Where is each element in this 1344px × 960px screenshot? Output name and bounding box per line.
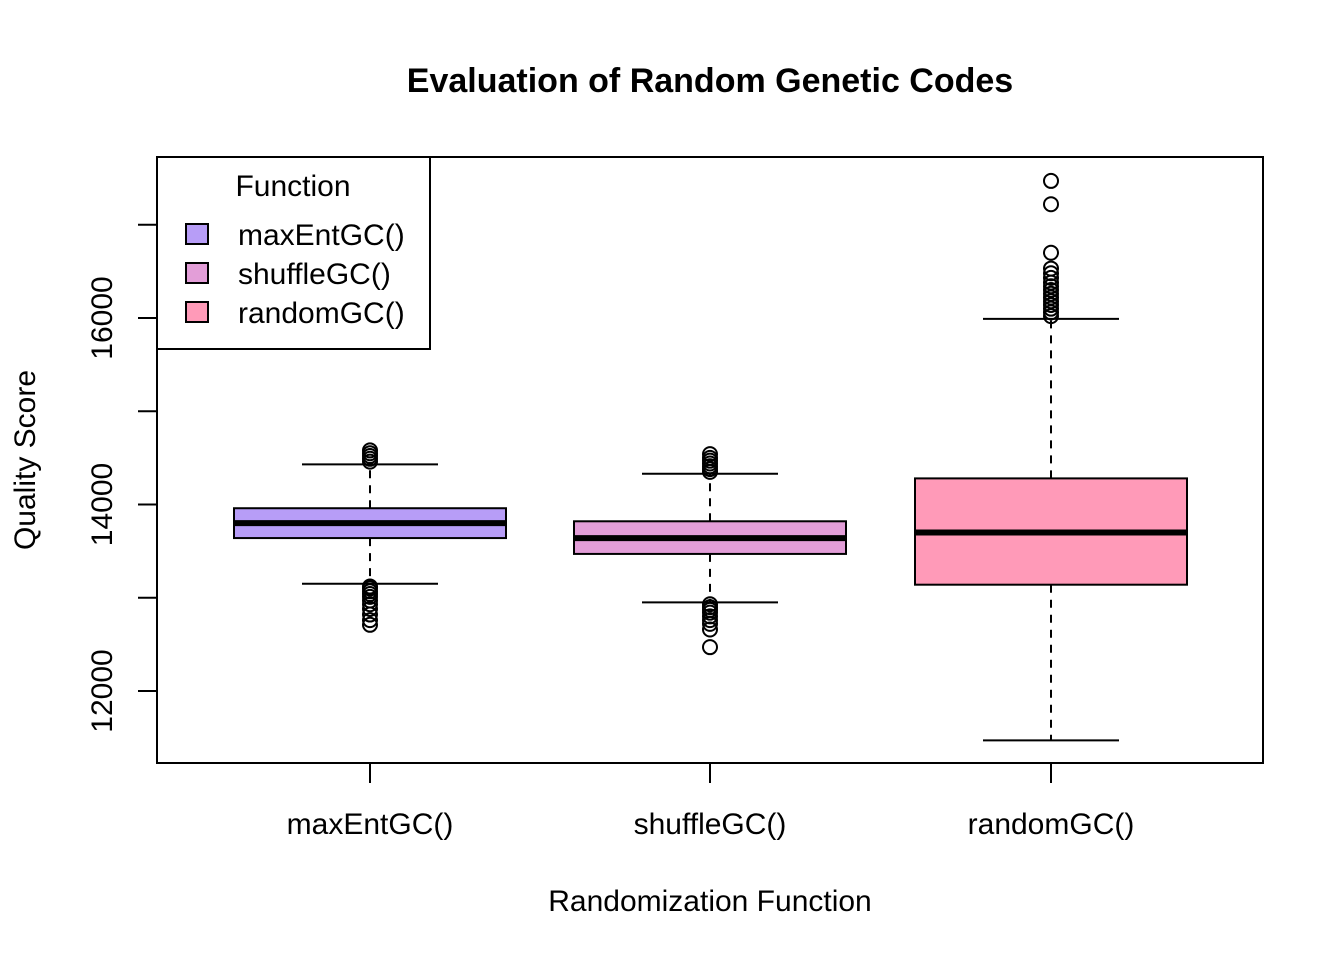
- outlier-point: [702, 446, 718, 463]
- outlier-point: [1043, 260, 1059, 277]
- outlier-point: [702, 596, 718, 613]
- legend-swatch: [185, 301, 209, 323]
- y-axis: 12000 14000 16000: [86, 223, 158, 733]
- box-series: [233, 172, 1188, 742]
- outlier-point: [1043, 265, 1059, 282]
- legend-swatch: [185, 223, 209, 245]
- legend-label: maxEntGC(): [238, 219, 405, 252]
- x-axis: maxEntGC() shuffleGC() randomGC(): [287, 762, 1135, 841]
- outlier-point: [1043, 269, 1059, 286]
- outlier-point: [702, 639, 718, 656]
- x-tick-label: maxEntGC(): [287, 808, 454, 841]
- chart-title: Evaluation of Random Genetic Codes: [407, 62, 1013, 100]
- x-tick-label: randomGC(): [968, 808, 1135, 841]
- box-group: [573, 446, 847, 656]
- y-tick-label: 14000: [86, 463, 119, 546]
- legend: Function maxEntGC() shuffleGC() randomGC(): [156, 156, 431, 350]
- y-axis-label: Quality Score: [9, 370, 42, 550]
- legend-title: Function: [235, 170, 350, 203]
- box-group: [233, 442, 507, 633]
- legend-label: shuffleGC(): [238, 258, 391, 291]
- outlier-point: [362, 442, 378, 459]
- legend-label: randomGC(): [238, 297, 405, 330]
- outlier-point: [362, 578, 378, 595]
- box-group: [914, 172, 1188, 742]
- outlier-point: [362, 612, 378, 629]
- legend-entries: maxEntGC() shuffleGC() randomGC(): [185, 219, 405, 330]
- x-axis-label: Randomization Function: [548, 885, 872, 918]
- legend-swatch: [185, 262, 209, 284]
- outlier-point: [1043, 172, 1059, 189]
- outlier-point: [362, 616, 378, 633]
- y-tick-label: 12000: [86, 649, 119, 732]
- outlier-point: [1043, 244, 1059, 261]
- outlier-point: [1043, 196, 1059, 213]
- y-tick-label: 16000: [86, 276, 119, 359]
- x-tick-label: shuffleGC(): [634, 808, 787, 841]
